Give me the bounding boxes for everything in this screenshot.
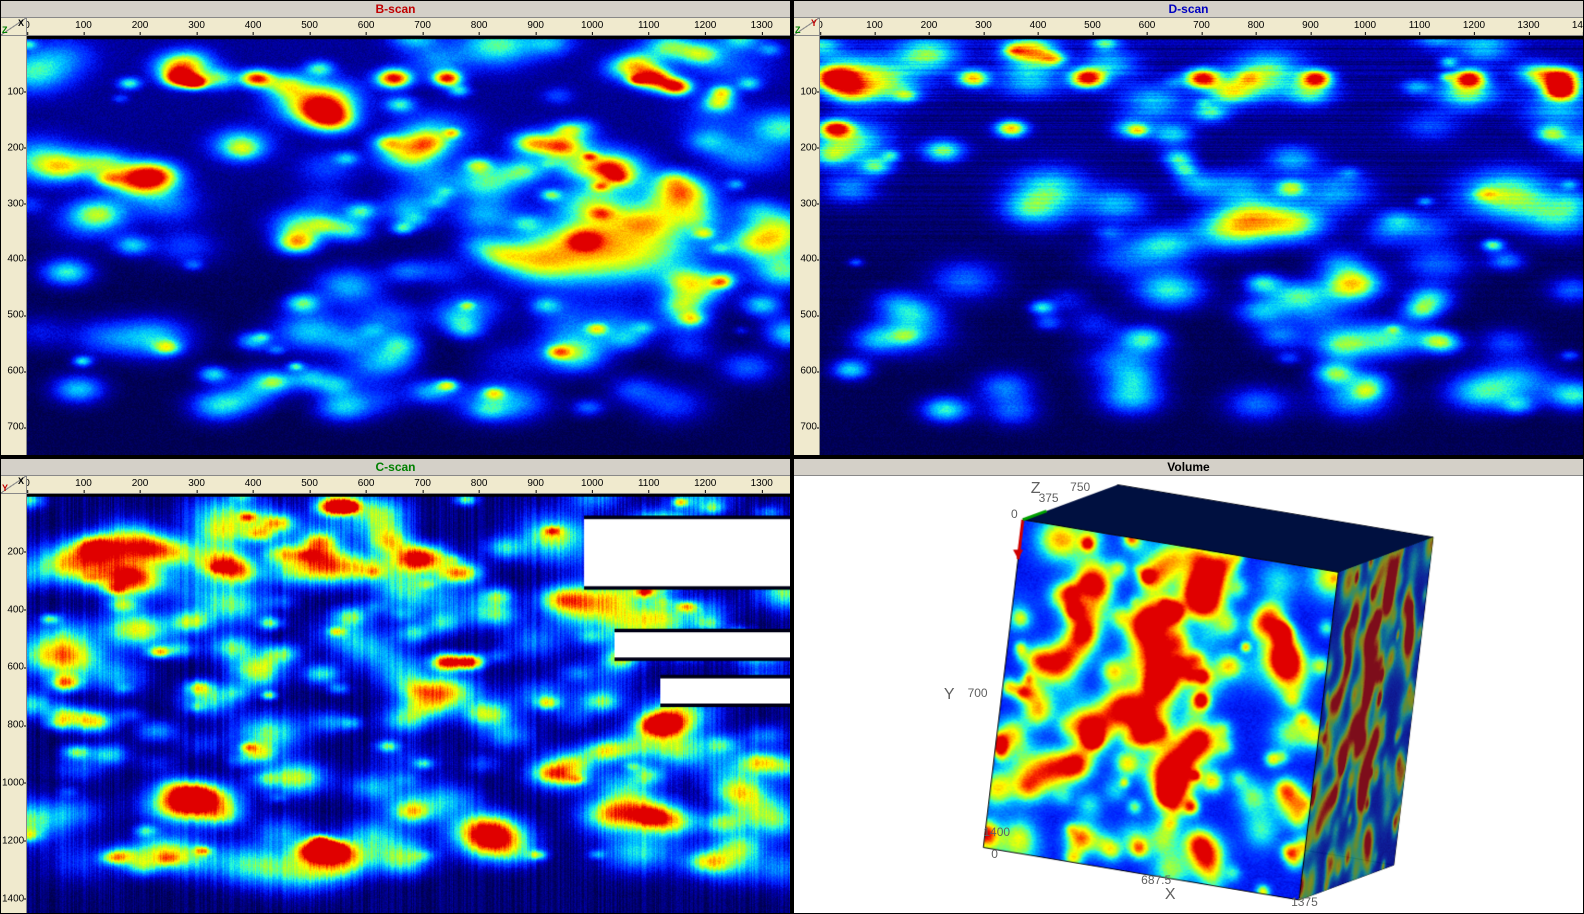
c-scan-panel: C-scan X Y 01002003004005006007008009001… [0, 458, 791, 914]
d-scan-title: D-scan [794, 1, 1583, 18]
volume-z-750: 750 [1070, 480, 1090, 494]
volume-x-687: 687.5 [1141, 873, 1171, 887]
d-scan-y-ruler: 100200300400500600700 [794, 36, 820, 455]
c-scan-corner-y: Y [2, 483, 8, 493]
volume-z-375: 375 [1039, 491, 1059, 505]
b-scan-corner-y: Z [2, 25, 8, 35]
b-scan-x-ruler: 0100200300400500600700800900100011001200… [27, 18, 790, 36]
c-scan-title-text: C-scan [375, 460, 415, 474]
c-scan-corner-x: X [18, 476, 24, 486]
b-scan-corner: X Z [1, 18, 27, 36]
volume-title: Volume [794, 459, 1583, 476]
volume-area[interactable]: Z Y X 0 375 750 0 687.5 1375 1400 700 [794, 476, 1583, 913]
d-scan-area[interactable]: Y Z 010020030040050060070080090010001100… [794, 18, 1583, 455]
d-scan-plot[interactable] [820, 36, 1583, 455]
b-scan-y-ruler: 100200300400500600700 [1, 36, 27, 455]
b-scan-title-text: B-scan [375, 2, 415, 16]
volume-x-0: 0 [991, 847, 998, 861]
volume-panel: Volume Z Y X 0 375 750 0 687.5 1375 1400… [793, 458, 1584, 914]
c-scan-plot[interactable] [27, 494, 790, 913]
volume-y-700: 700 [968, 686, 988, 700]
b-scan-title: B-scan [1, 1, 790, 18]
volume-z-0: 0 [1011, 507, 1018, 521]
volume-x-label: X [1165, 886, 1176, 904]
d-scan-corner: Y Z [794, 18, 820, 36]
d-scan-corner-y: Z [795, 25, 801, 35]
c-scan-area[interactable]: X Y 010020030040050060070080090010001100… [1, 476, 790, 913]
volume-y-1400: 1400 [983, 825, 1010, 839]
d-scan-panel: D-scan Y Z 01002003004005006007008009001… [793, 0, 1584, 456]
volume-title-text: Volume [1167, 460, 1209, 474]
c-scan-x-ruler: 0100200300400500600700800900100011001200… [27, 476, 790, 494]
b-scan-area[interactable]: X Z 010020030040050060070080090010001100… [1, 18, 790, 455]
d-scan-title-text: D-scan [1168, 2, 1208, 16]
b-scan-panel: B-scan X Z 01002003004005006007008009001… [0, 0, 791, 456]
volume-y-label: Y [944, 686, 955, 704]
c-scan-y-ruler: 200400600800100012001400 [1, 494, 27, 913]
b-scan-plot[interactable] [27, 36, 790, 455]
b-scan-corner-x: X [18, 18, 24, 28]
d-scan-x-ruler: 0100200300400500600700800900100011001200… [820, 18, 1583, 36]
d-scan-corner-x: Y [811, 18, 817, 28]
c-scan-title: C-scan [1, 459, 790, 476]
volume-x-1375: 1375 [1291, 895, 1318, 909]
c-scan-corner: X Y [1, 476, 27, 494]
